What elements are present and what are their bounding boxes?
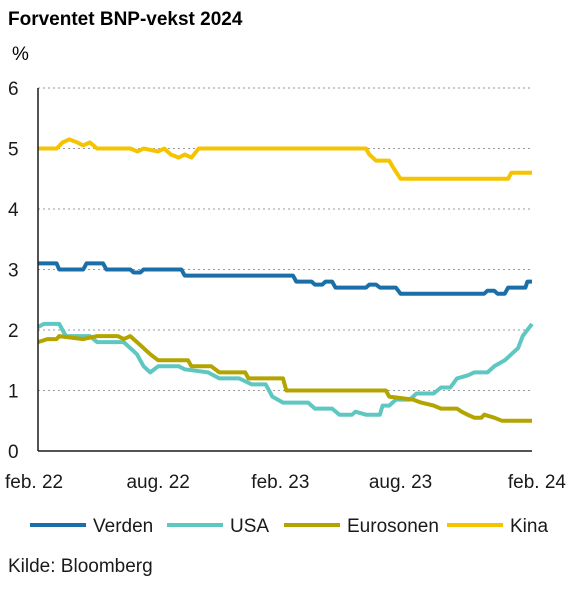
y-tick-labels: 0 1 2 3 4 5 6 (8, 79, 19, 463)
x-tick-label-3: aug. 23 (369, 472, 432, 493)
x-tick-label-4: feb. 24 (508, 472, 567, 493)
y-tick-label-1: 1 (8, 382, 19, 403)
series-line-verden (38, 261, 532, 296)
y-tick-label-5: 5 (8, 140, 19, 161)
legend-label-eurosonen: Eurosonen (347, 516, 439, 537)
y-tick-label-2: 2 (8, 321, 19, 342)
legend: Verden USA Eurosonen Kina (30, 516, 548, 537)
series-line-usa (37, 321, 534, 417)
series-lines (37, 137, 534, 423)
legend-label-verden: Verden (93, 516, 153, 537)
legend-label-usa: USA (230, 516, 269, 537)
y-tick-label-4: 4 (8, 200, 19, 221)
x-tick-label-0: feb. 22 (5, 472, 63, 493)
legend-label-kina: Kina (510, 516, 548, 537)
source-note: Kilde: Bloomberg (8, 556, 153, 577)
y-tick-label-0: 0 (8, 442, 19, 463)
y-tick-label-6: 6 (8, 79, 19, 100)
x-tick-labels: feb. 22 aug. 22 feb. 23 aug. 23 feb. 24 (5, 472, 566, 493)
grid-lines (38, 87, 532, 391)
x-tick-label-2: feb. 23 (251, 472, 309, 493)
axes (37, 88, 532, 452)
x-tick-label-1: aug. 22 (126, 472, 189, 493)
chart-title: Forventet BNP-vekst 2024 (8, 9, 243, 30)
y-axis-unit: % (12, 44, 29, 65)
y-tick-label-3: 3 (8, 261, 19, 282)
series-line-kina (38, 137, 532, 181)
series-line-eurosonen (37, 334, 532, 423)
